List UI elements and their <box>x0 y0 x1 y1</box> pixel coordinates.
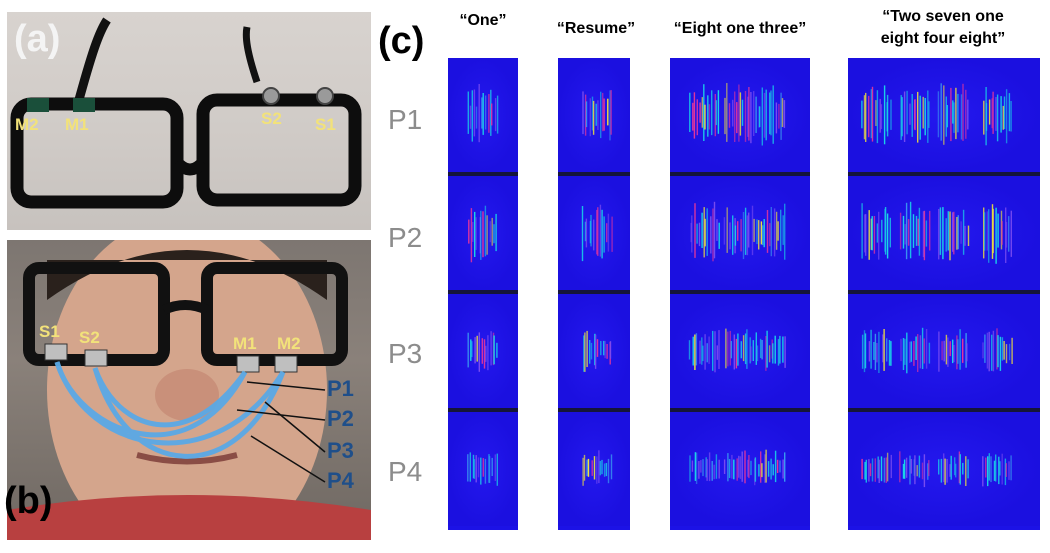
spectrogram-column-eight-one-three <box>670 58 810 530</box>
spectrogram-divider <box>848 172 1040 177</box>
spectrogram-image <box>467 452 498 486</box>
column-title-two-seven-one: “Two seven one eight four eight” <box>846 6 1040 50</box>
row-label-p3: P3 <box>388 338 423 369</box>
sensor-label-m2: M2 <box>15 115 39 134</box>
row-label-p2: P2 <box>388 222 423 253</box>
spectrogram-cell <box>670 58 810 172</box>
spectrogram-image <box>581 204 613 262</box>
spectrogram-cell <box>448 294 518 408</box>
spectrogram-cell <box>558 176 630 290</box>
glasses-illustration <box>10 17 362 209</box>
spectrogram-image <box>468 205 497 263</box>
column-title-line1: “Two seven one <box>882 8 1004 25</box>
spectrogram-image <box>582 450 613 486</box>
spectrogram-image <box>861 83 1012 146</box>
spectrogram-column-resume <box>558 58 630 530</box>
spectrogram-cell <box>670 176 810 290</box>
path-label-p3: P3 <box>327 438 354 463</box>
sensor-label-s2-face: S2 <box>79 328 100 347</box>
path-label-p4: P4 <box>327 468 354 493</box>
sensor-label-m1-face: M1 <box>233 334 257 353</box>
photo-glasses: M2 M1 S2 S1 <box>7 12 371 230</box>
spectrogram-cell <box>448 412 518 526</box>
column-title-line2: eight four eight” <box>880 30 1006 47</box>
spectrogram-image <box>582 90 612 141</box>
spectrogram-image <box>689 449 786 486</box>
sensor-label-s1-face: S1 <box>39 322 60 341</box>
path-label-p1: P1 <box>327 376 354 401</box>
spectrogram-divider <box>448 408 518 413</box>
panel-label-c: (c) <box>378 20 425 62</box>
spectrogram-image <box>688 328 786 373</box>
spectrogram-cell <box>558 58 630 172</box>
spectrogram-image <box>690 201 786 262</box>
spectrogram-divider <box>670 290 810 295</box>
spectrogram-image <box>583 330 612 372</box>
spectrogram-cell <box>848 176 1040 290</box>
panel-label-b: (b) <box>4 480 53 522</box>
spectrogram-divider <box>670 408 810 413</box>
spectrogram-divider <box>558 408 630 413</box>
spectrogram-divider <box>448 290 518 295</box>
spectrogram-image <box>861 201 1012 264</box>
sensor-label-m2-face: M2 <box>277 334 301 353</box>
panel-label-a: (a) <box>14 18 61 60</box>
spectrogram-image <box>861 451 1012 488</box>
spectrogram-divider <box>448 172 518 177</box>
spectrogram-divider <box>670 172 810 177</box>
spectrogram-column-two-seven-one <box>848 58 1040 530</box>
spectrogram-divider <box>848 408 1040 413</box>
photo-wearer: S1 S2 M1 M2 P1 P2 P3 P4 <box>7 240 371 540</box>
spectrogram-image <box>689 83 786 146</box>
spectrogram-cell <box>558 412 630 526</box>
column-title-resume: “Resume” <box>556 20 636 37</box>
sensor-label-s2: S2 <box>261 109 282 128</box>
spectrogram-cell <box>670 294 810 408</box>
wearer-illustration <box>7 240 371 540</box>
spectrogram-divider <box>848 290 1040 295</box>
spectrogram-cell <box>558 294 630 408</box>
sensor-label-s1: S1 <box>315 115 336 134</box>
spectrogram-cell <box>448 176 518 290</box>
spectrogram-image <box>861 327 1013 374</box>
spectrogram-divider <box>558 290 630 295</box>
spectrogram-divider <box>558 172 630 177</box>
spectrogram-image <box>467 84 499 143</box>
spectrogram-image <box>467 331 498 372</box>
spectrogram-cell <box>848 58 1040 172</box>
path-label-p2: P2 <box>327 406 354 431</box>
column-title-eight-one-three: “Eight one three” <box>673 20 807 37</box>
row-label-p1: P1 <box>388 104 423 135</box>
row-label-p4: P4 <box>388 456 423 487</box>
spectrogram-cell <box>670 412 810 526</box>
sensor-label-m1: M1 <box>65 115 89 134</box>
spectrogram-cell <box>848 294 1040 408</box>
spectrogram-cell <box>848 412 1040 526</box>
column-title-one: “One” <box>459 12 507 29</box>
spectrogram-cell <box>448 58 518 172</box>
spectrogram-column-one <box>448 58 518 530</box>
